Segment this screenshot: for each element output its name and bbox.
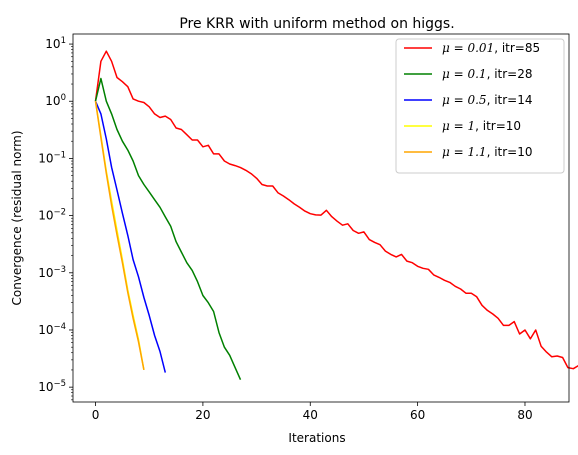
chart-title: Pre KRR with uniform method on higgs. <box>179 16 454 32</box>
legend-label: μ = 0.01, itr=85 <box>442 41 540 55</box>
y-tick-label: 10−2 <box>38 208 66 223</box>
legend-label: μ = 1, itr=10 <box>442 119 521 133</box>
legend-label: μ = 0.1, itr=28 <box>442 67 533 81</box>
x-tick-label: 40 <box>303 408 318 422</box>
plot-lines <box>94 50 578 381</box>
x-tick-label: 20 <box>195 408 210 422</box>
legend-label: μ = 0.5, itr=14 <box>442 93 533 107</box>
legend-label: μ = 1.1, itr=10 <box>442 145 533 159</box>
y-tick-label: 101 <box>45 36 66 51</box>
x-axis: 0 20 40 60 80 <box>92 402 533 422</box>
y-tick-label: 10−1 <box>38 150 66 165</box>
x-tick-label: 0 <box>92 408 100 422</box>
series-line-0 <box>94 50 578 370</box>
y-tick-label: 10−5 <box>38 379 66 394</box>
y-tick-label: 100 <box>45 93 66 108</box>
plot-frame <box>72 33 570 403</box>
series-line-4 <box>94 101 145 371</box>
x-tick-label: 60 <box>410 408 425 422</box>
y-tick-label: 10−3 <box>38 265 66 280</box>
y-tick-label: 10−4 <box>38 322 66 337</box>
series-line-3 <box>94 101 145 371</box>
y-axis-label: Convergence (residual norm) <box>10 130 24 305</box>
legend-box <box>395 38 565 174</box>
series-line-1 <box>94 77 242 381</box>
x-tick-label: 80 <box>517 408 532 422</box>
series-line-2 <box>94 100 167 373</box>
y-axis: 10−5 10−4 10−3 10−2 10−1 100 101 <box>38 36 73 401</box>
x-axis-label: Iterations <box>288 431 345 445</box>
legend: μ = 0.01, itr=85 μ = 0.1, itr=28 μ = 0.5, … <box>395 38 565 174</box>
